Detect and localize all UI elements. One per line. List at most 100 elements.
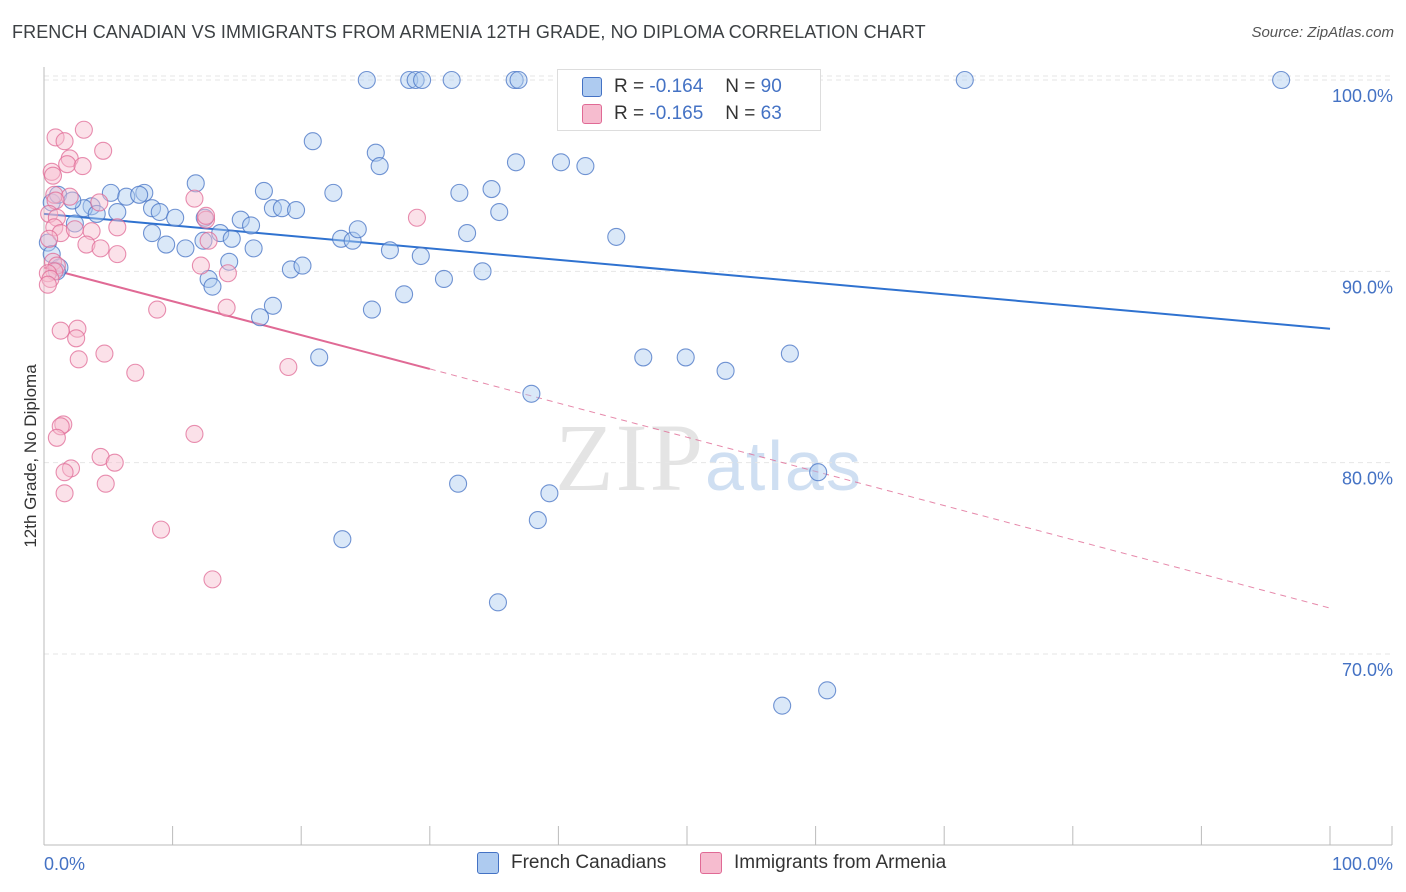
axes — [43, 67, 1393, 846]
point-armenia — [51, 417, 70, 436]
point-french-canadian — [395, 285, 414, 304]
legend-item-immigrants-armenia[interactable]: Immigrants from Armenia — [700, 852, 946, 874]
trend-lines — [43, 212, 1331, 609]
point-french-canadian — [458, 224, 477, 243]
point-french-canadian — [176, 239, 195, 258]
point-armenia — [196, 210, 216, 229]
point-french-canadian — [473, 262, 492, 281]
legend-row-pink: R = -0.165 N = 63 — [582, 102, 782, 126]
point-french-canadian — [488, 593, 508, 612]
point-armenia — [148, 300, 167, 319]
point-french-canadian — [142, 224, 162, 243]
point-french-canadian — [166, 208, 185, 227]
point-armenia — [94, 141, 113, 160]
axis-labels: 100.0% 90.0% 80.0% 70.0% 0.0% 100.0% 12th Grad… — [21, 86, 1393, 874]
trend-line-french-canadians — [43, 212, 1331, 330]
legend-label-french-canadians: French Canadians — [511, 852, 667, 873]
y-tick-label: 80.0% — [1342, 469, 1393, 489]
y-tick-label: 100.0% — [1332, 86, 1393, 106]
x-tick-label: 0.0% — [44, 854, 85, 874]
point-french-canadian — [222, 229, 241, 248]
point-armenia — [77, 235, 96, 254]
point-armenia — [73, 157, 92, 176]
legend-n-label: N = — [725, 76, 756, 97]
point-armenia — [67, 329, 86, 348]
point-armenia — [203, 570, 222, 589]
point-french-canadian — [324, 183, 343, 202]
point-french-canadian — [366, 143, 385, 162]
point-armenia — [51, 224, 70, 243]
point-armenia — [45, 185, 64, 204]
point-armenia — [105, 453, 124, 472]
point-french-canadian — [343, 231, 362, 250]
point-french-canadian — [1272, 70, 1291, 90]
point-french-canadian — [310, 348, 329, 367]
watermark-atlas: atlas — [705, 427, 863, 505]
point-armenia — [74, 120, 93, 139]
legend-r-label: R = — [614, 103, 645, 124]
point-armenia — [91, 239, 110, 258]
point-french-canadian — [406, 70, 425, 90]
series-legend: French Canadians Immigrants from Armenia — [0, 852, 1406, 878]
watermark: ZIPatlas — [555, 402, 863, 513]
gridlines — [44, 75, 1392, 655]
point-french-canadian — [442, 70, 461, 90]
point-french-canadian — [348, 220, 367, 239]
point-french-canadian — [332, 229, 351, 248]
point-french-canadian — [551, 153, 571, 172]
point-french-canadian — [287, 201, 306, 220]
legend-item-french-canadians[interactable]: French Canadians — [477, 852, 666, 874]
point-armenia — [95, 344, 114, 363]
point-armenia — [196, 206, 216, 225]
point-armenia — [47, 428, 66, 447]
point-french-canadian — [244, 239, 263, 258]
point-armenia — [55, 132, 74, 151]
point-french-canadian — [130, 185, 149, 204]
point-french-canadian — [42, 245, 61, 264]
point-french-canadian — [357, 70, 376, 90]
point-armenia — [69, 350, 88, 369]
point-french-canadian — [505, 70, 524, 90]
chart-title: FRENCH CANADIAN VS IMMIGRANTS FROM ARMEN… — [12, 22, 926, 42]
point-french-canadian — [303, 132, 322, 151]
point-french-canadian — [108, 202, 127, 222]
point-armenia — [108, 245, 127, 264]
point-french-canadian — [333, 530, 352, 549]
point-french-canadian — [101, 183, 120, 202]
point-french-canadian — [281, 260, 300, 279]
point-french-canadian — [250, 308, 270, 327]
legend-n-value: 90 — [760, 76, 782, 97]
data-points — [38, 70, 1291, 715]
point-french-canadian — [220, 252, 239, 271]
legend-r-value: -0.165 — [649, 103, 704, 124]
point-french-canadian — [362, 300, 381, 319]
point-french-canadian — [540, 484, 559, 503]
point-armenia — [55, 463, 74, 482]
legend-swatch-blue — [477, 852, 499, 874]
point-french-canadian — [449, 474, 468, 493]
y-tick-label: 90.0% — [1342, 277, 1393, 297]
point-french-canadian — [254, 181, 273, 201]
point-french-canadian — [716, 361, 735, 380]
point-french-canadian — [607, 227, 626, 246]
point-armenia — [108, 218, 127, 237]
point-french-canadian — [522, 384, 541, 403]
point-armenia — [46, 128, 65, 147]
point-french-canadian — [490, 202, 509, 222]
legend-n-label: N = — [725, 103, 756, 124]
point-armenia — [90, 193, 109, 212]
point-french-canadian — [773, 696, 792, 715]
point-french-canadian — [241, 216, 261, 235]
trend-line-armenia — [43, 266, 431, 370]
point-armenia — [407, 208, 426, 227]
point-french-canadian — [263, 296, 282, 315]
point-french-canadian — [434, 269, 453, 289]
point-armenia — [43, 166, 63, 185]
point-french-canadian — [809, 463, 828, 482]
point-french-canadian — [676, 348, 695, 367]
point-armenia — [38, 275, 57, 294]
point-armenia — [199, 231, 218, 250]
legend-swatch-pink — [582, 104, 602, 124]
point-armenia — [218, 264, 237, 283]
